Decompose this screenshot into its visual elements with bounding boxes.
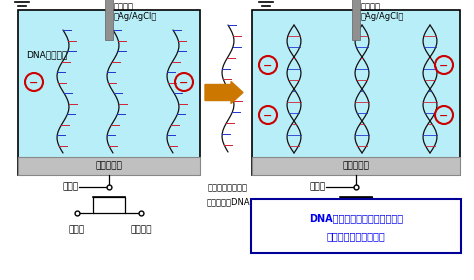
- Bar: [340, 197, 372, 213]
- Text: −: −: [439, 111, 449, 121]
- FancyArrow shape: [205, 81, 243, 104]
- Text: ゲート: ゲート: [310, 183, 326, 192]
- Text: 参照電極
（Ag/AgCl）: 参照電極 （Ag/AgCl）: [114, 2, 157, 21]
- Text: ソース: ソース: [69, 225, 85, 234]
- Text: −: −: [439, 61, 449, 71]
- Bar: [18, 157, 200, 175]
- Text: 相補的配列を含む: 相補的配列を含む: [208, 183, 248, 192]
- Text: DNAプローブ: DNAプローブ: [26, 50, 67, 60]
- Bar: [252, 157, 460, 175]
- Bar: [252, 10, 460, 175]
- Bar: [93, 197, 125, 213]
- Text: ドレイン: ドレイン: [130, 225, 152, 234]
- Text: 参照電極
（Ag/AgCl）: 参照電極 （Ag/AgCl）: [361, 2, 404, 21]
- Text: −: −: [29, 78, 39, 88]
- Text: 延長ゲート: 延長ゲート: [343, 162, 369, 171]
- Text: ソース: ソース: [316, 225, 332, 234]
- Text: ゲート: ゲート: [63, 183, 79, 192]
- Bar: [18, 10, 200, 175]
- Text: −: −: [264, 61, 273, 71]
- Text: ドレイン: ドレイン: [377, 225, 399, 234]
- Text: DNA分子認識（相補鎖結合）を: DNA分子認識（相補鎖結合）を: [309, 213, 403, 223]
- Bar: [352, 0, 360, 40]
- Text: ターゲットDNA: ターゲットDNA: [206, 197, 250, 206]
- Text: 電流の減少として検出: 電流の減少として検出: [327, 231, 385, 241]
- FancyBboxPatch shape: [251, 199, 461, 253]
- Text: 延長ゲート: 延長ゲート: [96, 162, 122, 171]
- Text: −: −: [179, 78, 189, 88]
- Text: −: −: [264, 111, 273, 121]
- Bar: [105, 0, 113, 40]
